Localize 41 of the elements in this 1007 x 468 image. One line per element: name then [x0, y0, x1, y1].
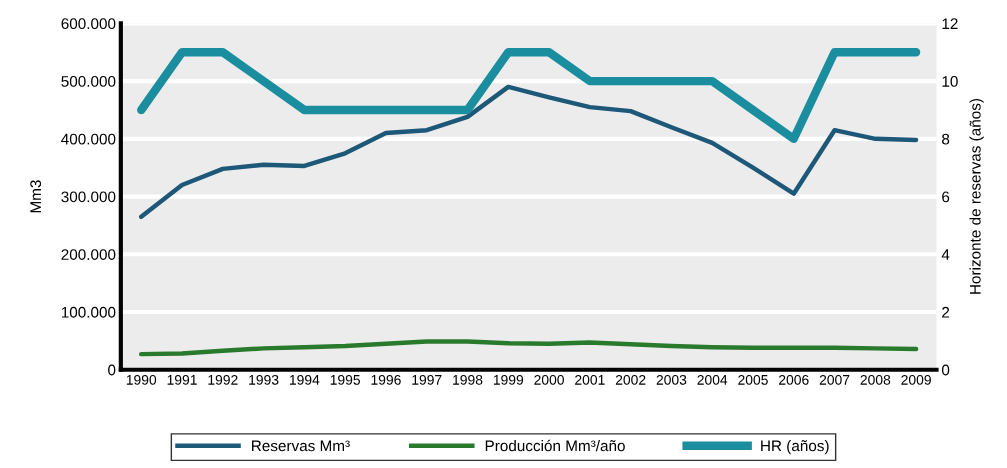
- x-tick-label: 2002: [615, 374, 646, 385]
- x-tick-label: 1993: [249, 374, 279, 385]
- y2-tick-label: 0: [941, 364, 950, 376]
- y-tick-label: 300.000: [61, 191, 116, 203]
- legend-label: Producción Mm³/año: [485, 439, 625, 452]
- y-tick-label: 400.000: [61, 133, 116, 145]
- y2-tick-label: 2: [942, 306, 950, 318]
- legend-label: Reservas Mm³: [252, 440, 350, 452]
- y2-axis-title: Horizonte de reservas (años): [969, 99, 984, 294]
- y-tick-label: 200.000: [61, 249, 116, 260]
- x-tick-label: 2006: [779, 374, 809, 385]
- x-tick-label: 1994: [289, 374, 320, 385]
- x-tick-label: 1995: [330, 374, 361, 385]
- x-tick-label: 2008: [860, 374, 891, 385]
- x-tick-label: 1998: [453, 374, 483, 385]
- line-series: [139, 339, 919, 357]
- x-tick-label: 1997: [412, 374, 442, 385]
- x-tick-label: 2009: [901, 374, 931, 385]
- y-tick-label: 100.000: [61, 306, 116, 318]
- x-tick-label: 1990: [126, 374, 157, 385]
- y2-tick-label: 6: [942, 191, 950, 203]
- x-tick-label: 2007: [819, 374, 850, 385]
- y-tick-label: 600.000: [61, 18, 116, 30]
- x-tick-label: 1999: [493, 374, 524, 385]
- y2-tick-label: 8: [942, 133, 950, 145]
- x-tick-label: 2005: [738, 374, 768, 385]
- y2-tick-label: 4: [941, 249, 950, 260]
- y2-tick-label: 12: [942, 18, 958, 29]
- x-tick-label: 1991: [167, 374, 197, 385]
- x-tick-label: 1996: [371, 374, 401, 385]
- legend-label: HR (años): [761, 440, 829, 455]
- line-series: [139, 84, 919, 219]
- y-tick-label: 0: [108, 364, 116, 376]
- y-tick-label: 500.000: [61, 75, 116, 87]
- x-tick-label: 2003: [656, 374, 687, 385]
- x-tick-label: 2000: [534, 374, 564, 385]
- x-tick-label: 2004: [697, 374, 728, 385]
- y-axis-title: Mm3: [30, 180, 42, 213]
- x-tick-label: 1992: [208, 374, 238, 385]
- x-tick-label: 2001: [575, 374, 605, 385]
- y2-tick-label: 10: [942, 75, 958, 87]
